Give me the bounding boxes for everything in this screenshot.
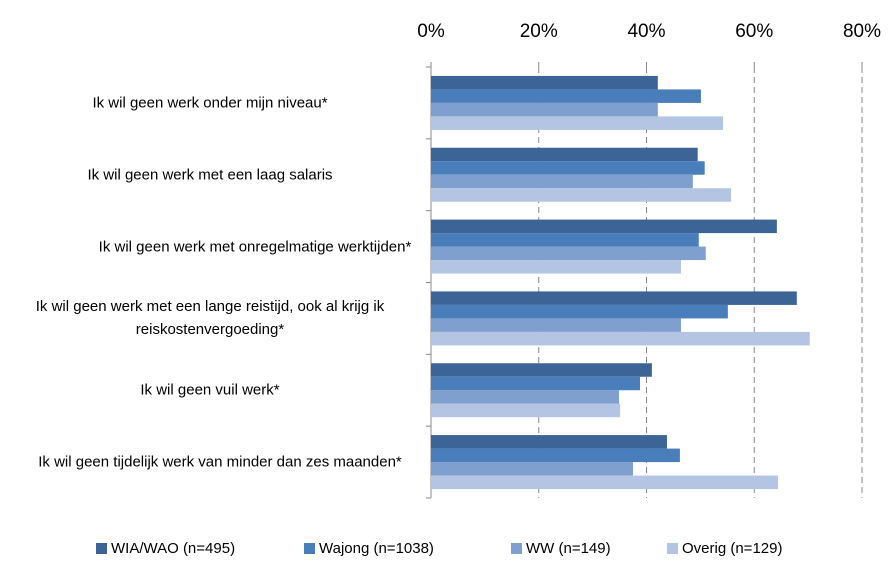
bar xyxy=(431,475,778,490)
bar xyxy=(431,448,680,463)
y-tick-label: Ik wil geen werk met een lange reistijd,… xyxy=(35,298,385,339)
y-tick-label: Ik wil geen werk onder mijn niveau* xyxy=(92,94,328,112)
legend-swatch xyxy=(667,543,678,554)
bar xyxy=(431,75,658,90)
bar xyxy=(431,363,652,377)
x-tick-label: 20% xyxy=(520,21,558,42)
bar xyxy=(431,291,797,305)
legend-swatch xyxy=(96,543,107,554)
bar xyxy=(431,116,724,130)
x-tick-label: 40% xyxy=(627,21,665,42)
legend-label: Wajong (n=1038) xyxy=(319,540,434,557)
y-tick-label: Ik wil geen vuil werk* xyxy=(140,381,280,399)
bar xyxy=(431,390,620,404)
bar xyxy=(431,161,705,175)
bar xyxy=(431,304,728,319)
bar xyxy=(431,147,698,162)
bar xyxy=(431,435,667,449)
bar xyxy=(431,246,706,261)
bar xyxy=(431,462,634,476)
bar xyxy=(431,233,699,247)
x-tick-label: 80% xyxy=(843,21,881,42)
bar xyxy=(431,188,732,202)
bar xyxy=(431,102,658,117)
y-tick-label: Ik wil geen tijdelijk werk van minder da… xyxy=(38,453,402,471)
legend-label: WIA/WAO (n=495) xyxy=(111,540,235,557)
bar xyxy=(431,331,810,346)
x-tick-label: 60% xyxy=(735,21,773,42)
bar xyxy=(431,376,641,391)
legend-swatch xyxy=(304,543,315,554)
bar xyxy=(431,318,681,332)
legend-swatch xyxy=(511,543,522,554)
bar xyxy=(431,174,693,189)
legend-label: Overig (n=129) xyxy=(682,540,782,557)
bar xyxy=(431,219,777,234)
bar xyxy=(431,89,701,103)
y-tick-label: Ik wil geen werk met onregelmatige werkt… xyxy=(98,238,412,256)
y-tick-label: Ik wil geen werk met een laag salaris xyxy=(87,166,333,184)
legend-label: WW (n=149) xyxy=(526,540,611,557)
x-tick-label: 0% xyxy=(417,21,445,42)
bar xyxy=(431,260,681,274)
bar xyxy=(431,403,621,418)
